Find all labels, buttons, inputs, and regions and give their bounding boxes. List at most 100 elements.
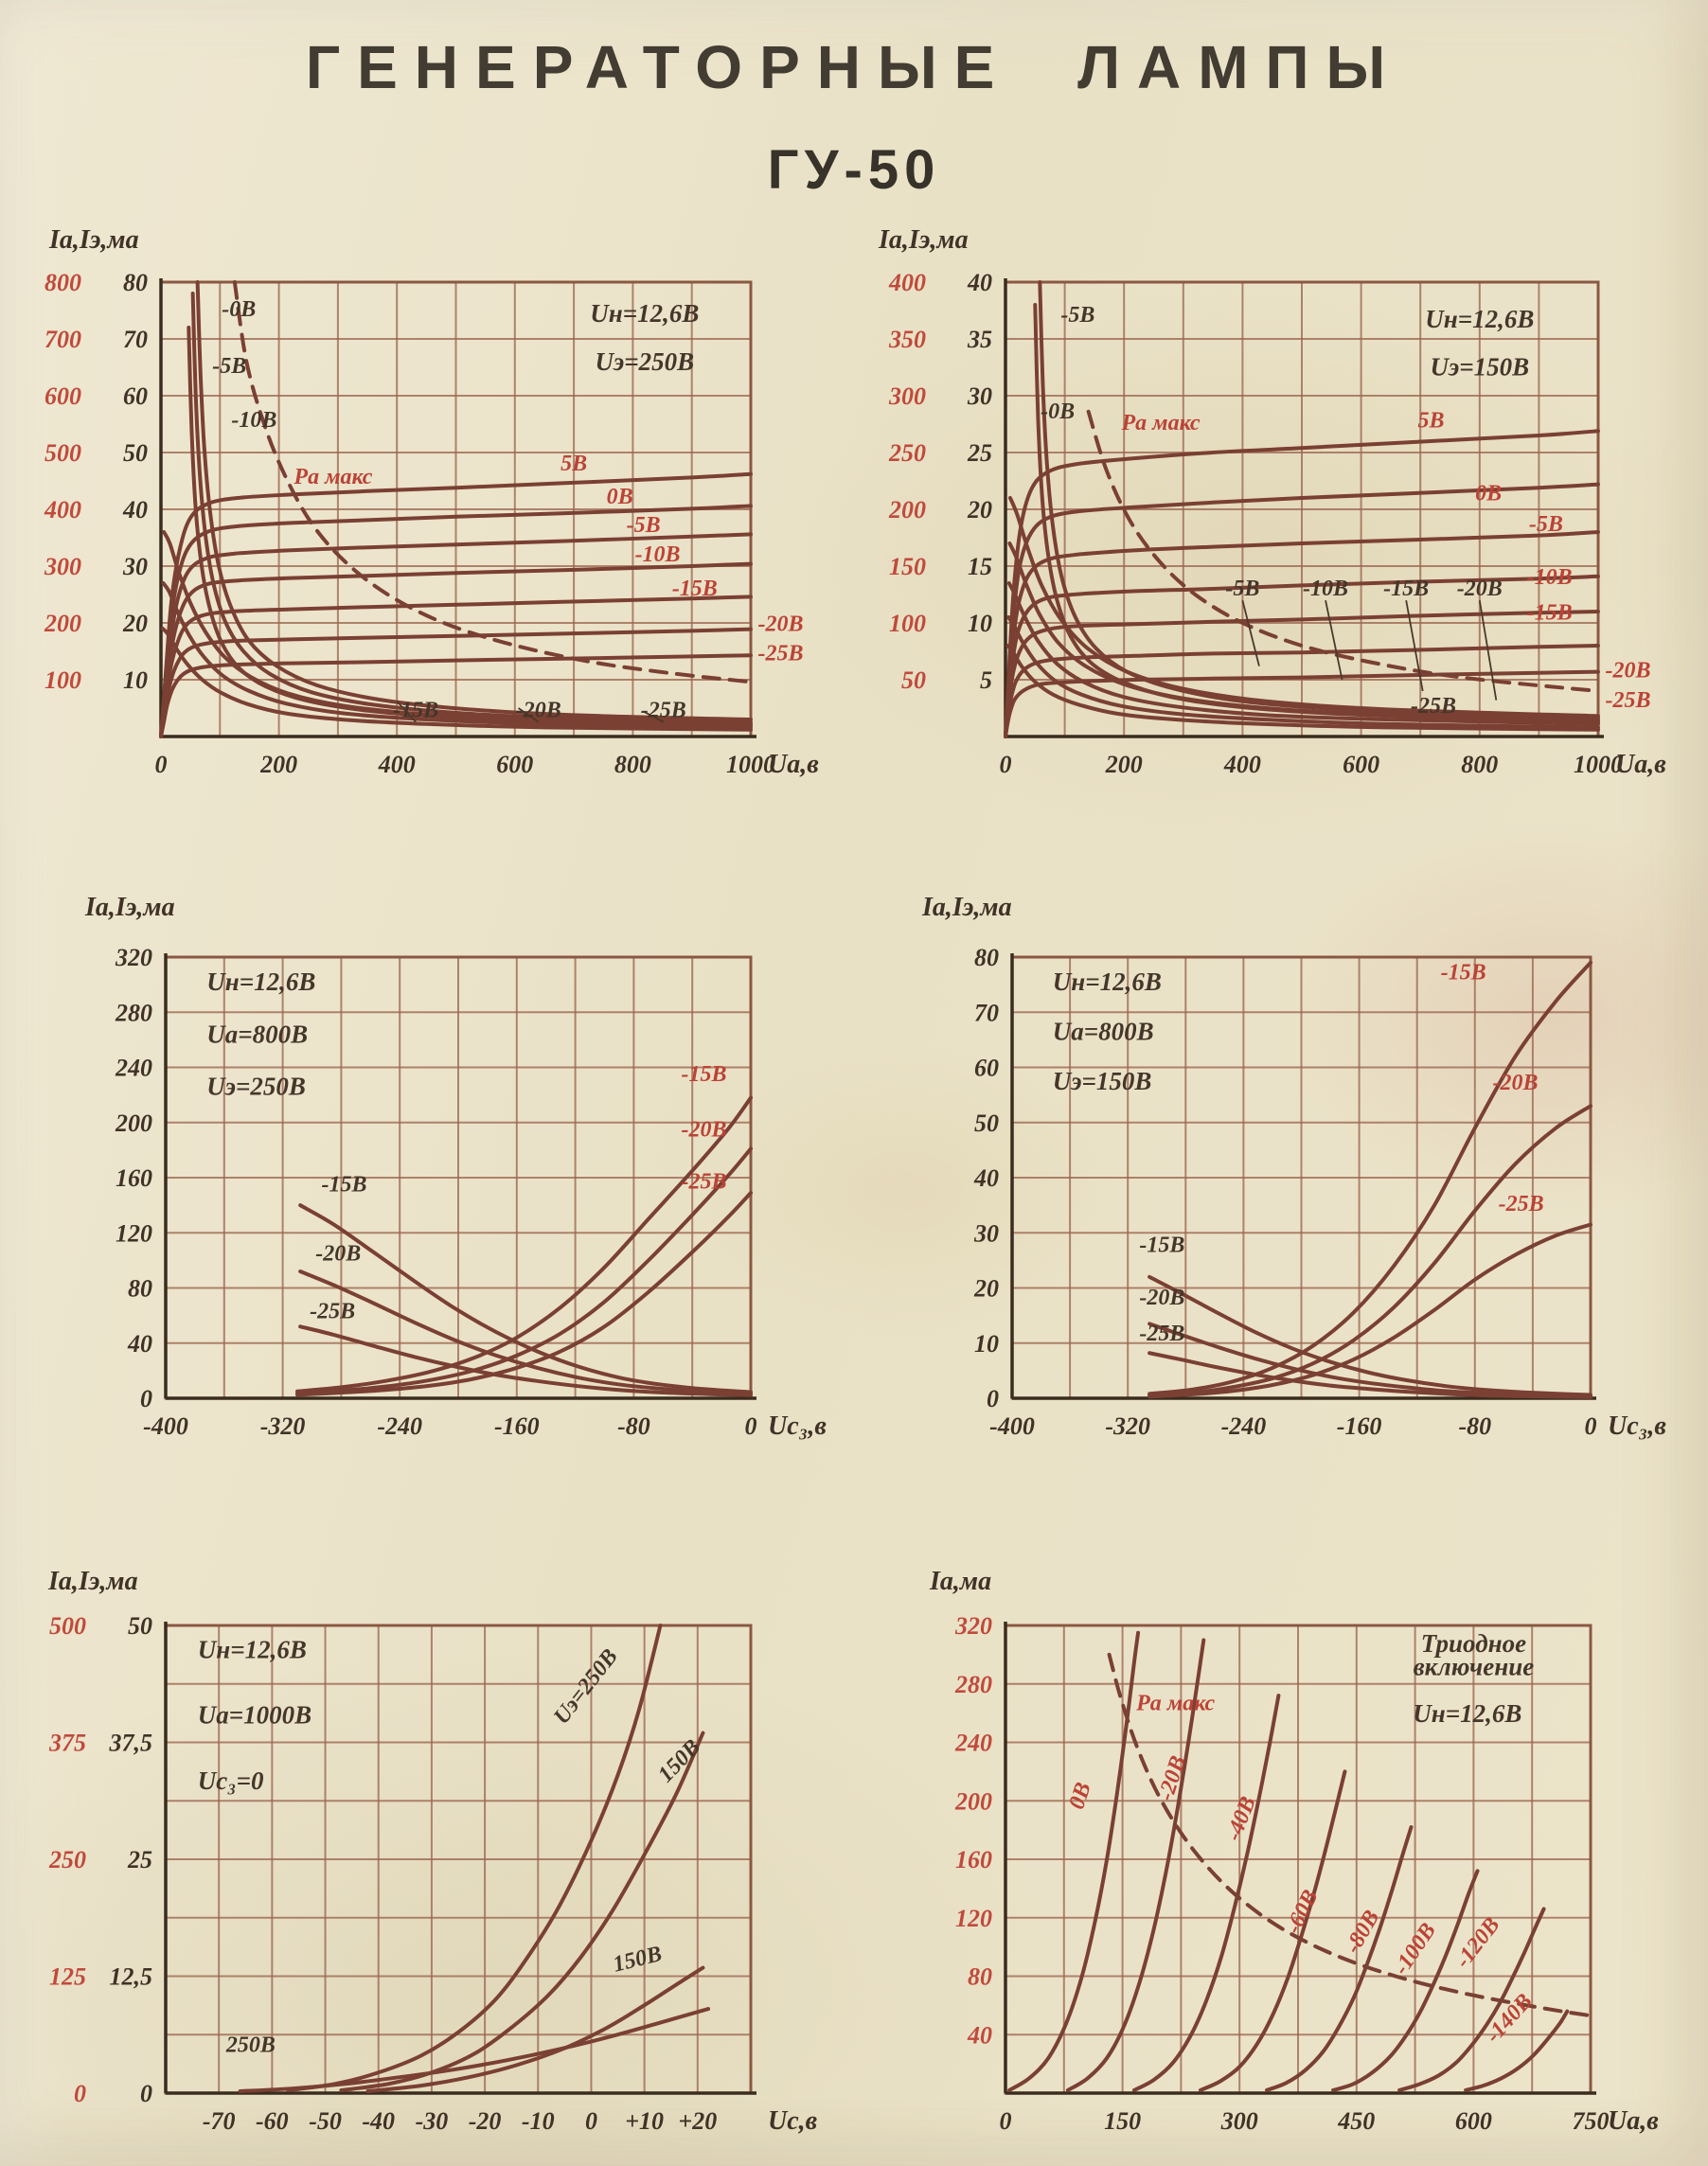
svg-text:Iа,Iэ,ма: Iа,Iэ,ма [47, 1567, 138, 1596]
svg-text:Uа=1000В: Uа=1000В [198, 1701, 311, 1730]
svg-text:400: 400 [1223, 751, 1261, 778]
svg-text:-10: -10 [522, 2107, 555, 2135]
chart-pentode-output-ue150: 0 200 400 600 800 1000 5 10 15 20 25 30 35 40 50 100 150… [878, 225, 1666, 779]
svg-text:250: 250 [48, 1846, 86, 1873]
svg-text:+20: +20 [678, 2107, 717, 2135]
svg-text:-20В: -20В [315, 1241, 361, 1266]
svg-text:-320: -320 [1105, 1412, 1150, 1440]
svg-text:Iа,Iэ,ма: Iа,Iэ,ма [48, 225, 139, 255]
svg-text:70: 70 [974, 999, 999, 1026]
chart-pentode-output-ue250: 0 200 400 600 800 1000 10 20 30 40 50 60 70 80 100 200 3… [44, 225, 819, 779]
svg-text:-100В: -100В [1389, 1919, 1441, 1980]
svg-text:-5В: -5В [212, 354, 246, 379]
svg-text:-10В: -10В [635, 542, 681, 567]
svg-text:10: 10 [123, 666, 148, 694]
svg-text:-400: -400 [143, 1412, 188, 1440]
svg-text:30: 30 [973, 1219, 999, 1247]
svg-text:-15В: -15В [672, 577, 718, 601]
svg-text:100: 100 [889, 610, 926, 637]
svg-text:80: 80 [974, 944, 999, 971]
svg-text:-15В: -15В [393, 699, 438, 723]
svg-text:250: 250 [888, 439, 926, 467]
svg-text:Uн=12,6В: Uн=12,6В [198, 1636, 307, 1664]
svg-text:500: 500 [49, 1612, 86, 1640]
svg-text:-5В: -5В [1060, 303, 1094, 328]
svg-text:200: 200 [115, 1110, 152, 1137]
svg-text:800: 800 [614, 751, 651, 778]
svg-text:160: 160 [116, 1164, 152, 1192]
svg-text:-60: -60 [256, 2107, 289, 2135]
svg-text:35: 35 [967, 326, 992, 353]
svg-text:Uн=12,6В: Uн=12,6В [590, 299, 699, 328]
svg-text:70: 70 [123, 326, 148, 353]
svg-text:-40: -40 [362, 2107, 395, 2135]
svg-text:0: 0 [1000, 2107, 1012, 2135]
svg-text:10: 10 [968, 610, 992, 637]
svg-text:-15В: -15В [1441, 960, 1486, 985]
svg-text:Uа,в: Uа,в [1608, 2106, 1659, 2136]
svg-text:Триодное: Триодное [1421, 1629, 1526, 1658]
chart-triode-connection: 0 150 300 450 600 750 40 80 120 160 200 240 280 320 Uа… [929, 1567, 1659, 2136]
svg-text:Iа,ма: Iа,ма [929, 1567, 991, 1596]
svg-text:750: 750 [1573, 2107, 1610, 2135]
svg-text:0В: 0В [607, 485, 633, 509]
svg-text:0: 0 [140, 1385, 152, 1412]
svg-text:Uс₃=0: Uс₃=0 [198, 1767, 264, 1795]
svg-text:40: 40 [967, 2021, 992, 2049]
svg-text:-240: -240 [377, 1412, 422, 1440]
svg-text:240: 240 [115, 1055, 152, 1082]
svg-text:25: 25 [127, 1846, 152, 1873]
svg-text:Uэ=250В: Uэ=250В [596, 347, 695, 376]
svg-text:Uс,в: Uс,в [768, 2106, 818, 2136]
svg-text:-20В: -20В [757, 612, 803, 636]
svg-text:800: 800 [44, 269, 81, 296]
svg-text:-400: -400 [989, 1412, 1035, 1440]
svg-text:0: 0 [1585, 1412, 1597, 1440]
svg-text:1000: 1000 [1574, 751, 1623, 778]
svg-text:400: 400 [378, 751, 416, 778]
svg-text:600: 600 [1343, 751, 1379, 778]
svg-text:0: 0 [140, 2080, 152, 2107]
svg-text:-0В: -0В [1041, 399, 1075, 424]
svg-text:Uа,в: Uа,в [768, 750, 819, 779]
svg-text:-50: -50 [309, 2107, 342, 2135]
svg-text:-30: -30 [416, 2107, 449, 2135]
svg-text:120: 120 [955, 1905, 992, 1932]
svg-text:+10: +10 [625, 2107, 664, 2135]
svg-text:-10В: -10В [1303, 577, 1348, 601]
svg-text:300: 300 [44, 553, 81, 580]
svg-text:-0В: -0В [222, 297, 256, 322]
svg-text:-25В: -25В [757, 642, 803, 666]
svg-text:-25В: -25В [1411, 694, 1456, 719]
svg-text:15: 15 [968, 553, 992, 580]
svg-text:Uа,в: Uа,в [1615, 750, 1666, 779]
svg-text:5В: 5В [560, 452, 587, 476]
svg-text:-5В: -5В [1225, 577, 1259, 601]
svg-text:0: 0 [987, 1385, 999, 1412]
svg-text:-20: -20 [469, 2107, 502, 2135]
svg-text:30: 30 [122, 553, 148, 580]
svg-text:-15В: -15В [1527, 600, 1573, 625]
svg-text:320: 320 [115, 944, 152, 971]
svg-text:600: 600 [44, 382, 81, 410]
svg-text:125: 125 [49, 1963, 86, 1991]
svg-text:5В: 5В [1417, 409, 1444, 434]
svg-text:0: 0 [745, 1412, 757, 1440]
svg-text:0: 0 [1000, 751, 1012, 778]
svg-text:60: 60 [123, 382, 148, 410]
svg-text:Uн=12,6В: Uн=12,6В [1053, 968, 1162, 996]
svg-text:100: 100 [44, 666, 81, 694]
tube-model-subtitle: ГУ-50 [767, 139, 941, 201]
svg-text:30: 30 [967, 382, 992, 410]
svg-text:600: 600 [1455, 2107, 1492, 2135]
svg-text:450: 450 [1337, 2107, 1375, 2135]
svg-text:200: 200 [259, 751, 297, 778]
svg-text:-70: -70 [203, 2107, 236, 2135]
svg-text:Uа=800В: Uа=800В [1053, 1017, 1154, 1045]
svg-text:10: 10 [974, 1330, 999, 1358]
svg-text:-10В: -10В [231, 408, 276, 433]
svg-text:600: 600 [496, 751, 533, 778]
svg-text:Uэ=150В: Uэ=150В [1430, 352, 1529, 381]
svg-text:200: 200 [1105, 751, 1143, 778]
svg-text:-320: -320 [260, 1412, 306, 1440]
